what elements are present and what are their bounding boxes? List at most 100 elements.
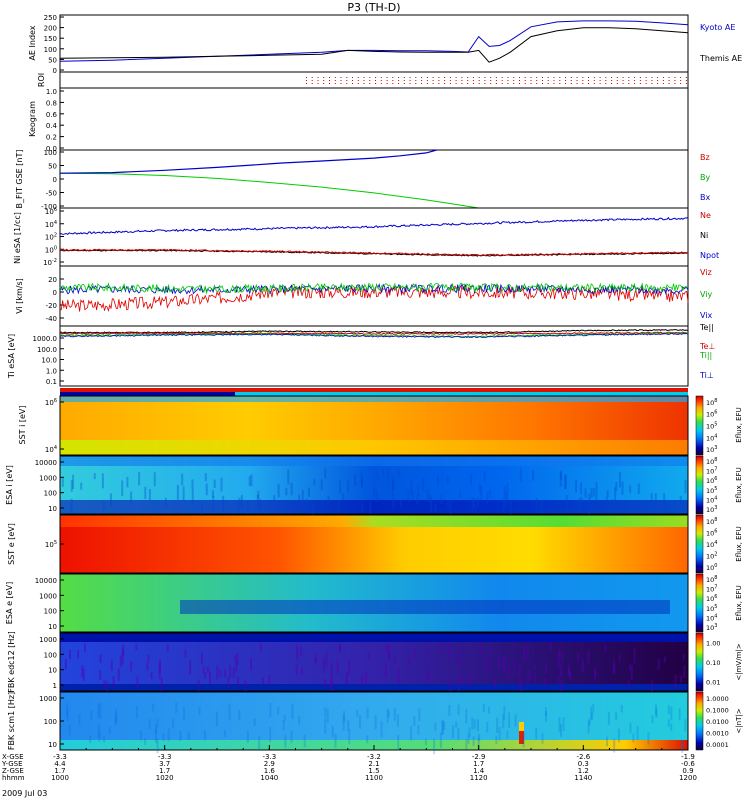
roi-dot <box>386 77 388 78</box>
legend-ne: Ne <box>700 211 711 220</box>
spectrogram-texture-streak <box>613 659 616 674</box>
roi-dot <box>542 80 543 81</box>
roi-dot <box>409 83 411 84</box>
spectrogram-texture-streak <box>392 475 395 490</box>
spectrogram-texture-streak <box>334 734 337 748</box>
spectrogram-texture-streak <box>130 661 132 672</box>
roi-dot <box>317 83 319 84</box>
roi-dot <box>306 80 307 81</box>
roi-dot <box>593 77 595 78</box>
roi-dot <box>559 83 561 84</box>
roi-dot <box>501 83 503 84</box>
roi-dot <box>472 77 474 78</box>
spectrogram-texture-streak <box>478 733 481 742</box>
spectrogram-texture-streak <box>166 643 169 652</box>
spectrogram-texture-streak <box>670 723 673 732</box>
spectrogram-texture-streak <box>305 499 308 513</box>
keogram-tick-label: 0.6 <box>46 111 58 119</box>
roi-dot <box>490 80 492 81</box>
spectrogram-texture-streak <box>581 659 584 673</box>
spectrogram-texture-streak <box>158 663 161 679</box>
roi-dot <box>421 83 423 84</box>
tick-exponent: 8 <box>714 398 717 404</box>
spectrogram-texture-streak <box>117 668 120 681</box>
spectrogram-texture-streak <box>388 651 391 660</box>
spectrogram-texture-streak <box>655 708 658 719</box>
esa-i-cb-tick-label: 108 <box>706 457 717 466</box>
spectrogram-texture-streak <box>619 472 621 488</box>
spectrogram-texture-streak <box>238 497 241 511</box>
spectrogram-texture-streak <box>667 719 670 727</box>
spectrogram-texture-streak <box>139 730 142 741</box>
sst-e-cb-tick-label: 106 <box>706 528 717 537</box>
spectrogram-texture-streak <box>448 705 451 716</box>
tick-exponent: 4 <box>54 220 57 226</box>
spectrogram-texture-streak <box>682 502 685 510</box>
ae-tick-label: 100 <box>44 46 57 54</box>
spectrogram-texture-streak <box>607 711 610 725</box>
legend-vix: Vix <box>700 311 713 320</box>
legend-ti-par: Ti|| <box>699 351 712 360</box>
spectrogram-texture-streak <box>144 738 147 745</box>
tick-exponent: -2 <box>52 258 57 264</box>
spectrogram-texture-streak <box>311 503 314 517</box>
spectrogram-texture-streak <box>578 498 581 514</box>
esa-i-tick-label: 10 <box>48 505 57 513</box>
sst-i-tick-label: 106 <box>45 398 57 407</box>
tick-exponent: 5 <box>714 604 717 610</box>
spectrogram-texture-streak <box>373 486 376 498</box>
roi-dot <box>628 80 630 81</box>
spectrogram-texture-streak <box>189 660 192 675</box>
legend-viy: Viy <box>700 290 713 299</box>
status-bar-blue <box>60 392 235 396</box>
series-viz-line <box>59 285 689 313</box>
fbk-edc-cb-tick-label: 1.00 <box>706 640 720 648</box>
ephem-row-label: Z-GSE <box>2 767 24 775</box>
roi-dot <box>432 77 434 78</box>
ephem-value: 1100 <box>365 774 383 782</box>
ephem-value: 1140 <box>574 774 592 782</box>
spectrogram-texture-streak <box>663 493 666 508</box>
roi-dot <box>645 80 647 81</box>
roi-dot <box>444 83 446 84</box>
roi-dot <box>513 77 515 78</box>
spectrogram-texture-streak <box>291 703 294 719</box>
fbk-scm-colorbar-ticks: 1.0000 0.1000 0.0100 0.0010 0.0001 <box>706 695 729 749</box>
panel-ae-index: AE Index 250 200 150 100 50 0 Kyoto AE Themis… <box>28 14 742 75</box>
roi-dot <box>639 83 641 84</box>
roi-dot <box>357 77 359 78</box>
ephem-value: 1.5 <box>368 767 379 775</box>
legend-bz: Bz <box>700 153 710 162</box>
esa-e-tick-label: 100 <box>44 608 57 616</box>
ephem-value: -2.9 <box>472 753 486 761</box>
spectrogram-texture-streak <box>471 498 474 511</box>
spectrogram-texture-streak <box>577 652 580 662</box>
roi-dot <box>668 80 670 81</box>
spectrogram-texture-streak <box>502 498 505 513</box>
spectrogram-texture-streak <box>588 718 591 726</box>
spectrogram-texture-streak <box>568 664 571 677</box>
spectrogram-texture-streak <box>348 659 351 675</box>
roi-dot <box>375 77 376 78</box>
spectrogram-texture-streak <box>633 648 636 664</box>
roi-dot <box>570 83 572 84</box>
keogram-y-ticks: 1.0 0.8 0.6 0.4 0.2 0.0 <box>46 88 64 153</box>
vi-tick-label: -20 <box>46 302 57 310</box>
sst-e-cb-tick-label: 104 <box>706 540 717 549</box>
spectrogram-texture-streak <box>282 720 285 731</box>
series-themis-ae-line <box>59 27 689 63</box>
spectrogram-texture-streak <box>562 717 565 732</box>
spectrogram-texture-streak <box>396 714 399 727</box>
ephem-value: 1.7 <box>473 760 484 768</box>
spectrogram-texture-streak <box>154 729 157 744</box>
fbk-edc-ylabel: FBK edc12 [Hz] <box>7 631 16 692</box>
roi-dot <box>593 83 595 84</box>
roi-dot <box>334 80 336 81</box>
spectrogram-texture-streak <box>503 486 506 499</box>
spectrogram-texture-streak <box>589 503 592 511</box>
spectrogram-texture-streak <box>523 647 526 662</box>
roi-dot <box>593 80 595 81</box>
spectrogram-texture-streak <box>650 493 653 503</box>
roi-dot <box>513 80 515 81</box>
